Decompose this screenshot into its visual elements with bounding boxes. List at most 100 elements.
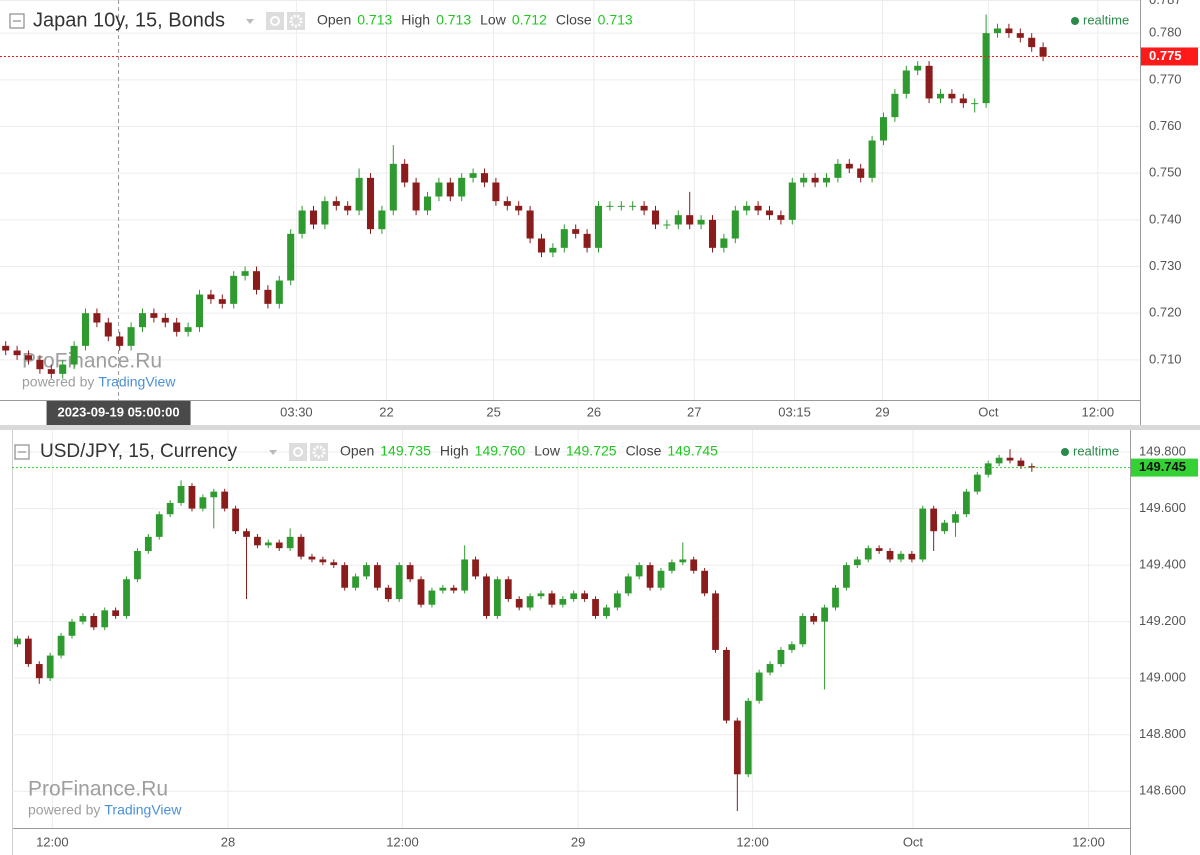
candle-body [81, 313, 90, 346]
candle-body [679, 559, 687, 563]
eye-button[interactable] [266, 12, 284, 30]
x-tick-label: Oct [903, 834, 924, 849]
candle-body [101, 610, 109, 628]
candle-body [925, 65, 933, 99]
grid [12, 430, 1130, 828]
candle-body [330, 562, 338, 566]
collapse-icon[interactable] [9, 13, 25, 29]
candle-body [252, 271, 261, 290]
candle-body [613, 593, 621, 608]
candle-body [1028, 466, 1036, 468]
candle-body [570, 593, 578, 600]
candle-body [834, 163, 842, 178]
realtime-status: realtime [1083, 12, 1129, 27]
candle-body [635, 565, 643, 577]
candle-body [640, 205, 648, 211]
candle-body [995, 457, 1003, 464]
candle-body [765, 210, 774, 216]
last-price-box [1131, 458, 1198, 477]
candle-body [57, 635, 65, 656]
x-tick-label: 28 [221, 834, 235, 849]
settings-icon [289, 14, 303, 28]
x-tick-label: 29 [571, 834, 585, 849]
candle-body [59, 364, 67, 374]
realtime-status: realtime [1073, 443, 1119, 458]
candle-body [173, 322, 181, 332]
candle-body [24, 355, 33, 360]
y-tick-label: 0.750 [1149, 165, 1182, 180]
candle-body [777, 649, 785, 665]
realtime-dot [1061, 448, 1069, 456]
candle-body [70, 345, 78, 365]
candle-body [363, 565, 370, 577]
candle-body [374, 565, 381, 588]
x-tick-label: 12:00 [736, 834, 769, 849]
candle-body [428, 590, 436, 605]
watermark-platform: TradingView [104, 802, 182, 818]
candle-body [744, 700, 752, 775]
x-tick-label: 29 [875, 404, 889, 419]
candle-body [971, 103, 979, 105]
x-tick-label: 26 [587, 404, 601, 419]
candle-body [914, 65, 922, 71]
candle-body [651, 210, 660, 225]
title-dropdown[interactable] [269, 450, 277, 455]
candle-body [941, 522, 948, 532]
candle-body [24, 638, 32, 665]
candle-body [35, 664, 43, 679]
legend-value: 149.760 [475, 443, 526, 459]
candle-body [127, 327, 135, 346]
candle-body [603, 607, 610, 616]
candle-body [308, 556, 316, 560]
candle-body [708, 219, 717, 248]
x-tick-label: 03:30 [280, 404, 313, 419]
legend-label: Close [626, 443, 662, 459]
candle-body [822, 177, 831, 183]
watermark-powered: powered by [28, 802, 100, 818]
legend-label: Low [480, 12, 507, 28]
watermark-powered: powered by [22, 374, 94, 390]
candle-body [492, 182, 500, 202]
candle-body [886, 550, 894, 560]
eye-button[interactable] [289, 443, 307, 461]
legend-value: 0.713 [436, 12, 471, 28]
y-tick-label: 149.200 [1139, 613, 1186, 628]
candle-body [629, 205, 637, 207]
candle-body [984, 463, 992, 475]
candle-body [592, 599, 599, 616]
candle-body [104, 322, 112, 337]
candle-body [161, 317, 169, 323]
candle-body [879, 117, 888, 141]
candle-body [857, 168, 865, 178]
collapse-icon[interactable] [14, 444, 30, 460]
candle-body [207, 294, 215, 300]
candle-body [232, 508, 239, 532]
candle-body [720, 238, 728, 248]
title-dropdown[interactable] [246, 19, 254, 24]
candle-body [799, 615, 807, 645]
candle-body [389, 163, 397, 211]
candle-body [982, 33, 990, 104]
candle-body [959, 98, 967, 104]
candle-body [1039, 47, 1047, 57]
candle-body [919, 508, 927, 560]
candle-body [366, 177, 375, 230]
candle-body [864, 548, 872, 560]
y-tick-label: 149.000 [1139, 670, 1186, 685]
candle-body [493, 579, 501, 616]
candle-body [723, 649, 730, 721]
x-tick-label: 27 [687, 404, 701, 419]
candle-body [560, 229, 568, 248]
candle-body [264, 542, 272, 546]
candle-body [952, 514, 959, 523]
candle-body [963, 491, 970, 515]
candle-body [646, 565, 654, 588]
x-tick-label: 12:00 [36, 834, 69, 849]
candle-body [123, 579, 130, 616]
candle-body [936, 93, 945, 99]
candle-body [674, 215, 682, 225]
y-tick-label: 0.710 [1149, 351, 1182, 366]
candle-body [526, 210, 534, 239]
panel-separator [0, 425, 1200, 430]
candle-body [503, 201, 511, 206]
